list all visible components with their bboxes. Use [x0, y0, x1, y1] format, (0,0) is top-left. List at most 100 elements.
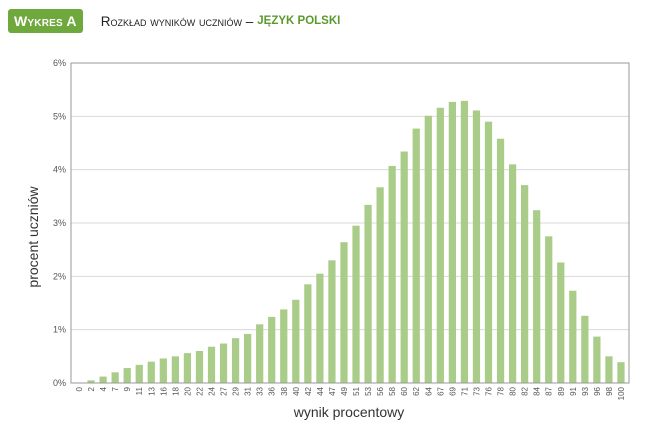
bar — [376, 187, 384, 383]
bar — [352, 225, 360, 383]
x-tick-label: 58 — [388, 386, 397, 395]
bars — [75, 100, 625, 384]
x-tick-label: 82 — [521, 386, 530, 395]
y-tick-label: 6% — [53, 58, 66, 68]
bar — [412, 128, 420, 383]
bar — [569, 290, 577, 383]
x-tick-label: 87 — [545, 386, 554, 395]
bar — [135, 364, 143, 383]
y-tick-label: 2% — [53, 271, 66, 281]
bar — [99, 376, 107, 383]
x-tick-label: 84 — [533, 386, 542, 395]
y-tick-label: 4% — [53, 165, 66, 175]
bar — [508, 164, 517, 383]
bar — [545, 236, 553, 383]
x-tick-label: 22 — [195, 386, 204, 395]
x-tick-label: 36 — [268, 386, 277, 395]
bar — [364, 204, 372, 383]
bar — [219, 343, 228, 383]
x-tick-label: 33 — [256, 386, 265, 395]
bar — [605, 356, 613, 383]
x-tick-label: 56 — [376, 386, 385, 395]
x-tick-label: 24 — [208, 386, 217, 395]
bar — [460, 100, 469, 383]
x-tick-label: 13 — [147, 386, 156, 395]
x-tick-label: 64 — [424, 386, 433, 395]
bar — [268, 316, 276, 383]
x-tick-label: 89 — [557, 386, 566, 395]
x-tick-label: 44 — [316, 386, 325, 395]
bar — [207, 346, 216, 383]
x-tick-label: 9 — [123, 386, 132, 391]
x-tick-label: 47 — [328, 386, 337, 395]
x-tick-label: 31 — [244, 386, 253, 395]
bar — [244, 333, 252, 383]
bar — [581, 315, 589, 383]
bar — [388, 165, 396, 383]
x-tick-label: 69 — [448, 386, 457, 395]
x-tick-label: 100 — [617, 386, 626, 400]
bar — [111, 372, 119, 383]
bar — [448, 101, 456, 383]
bar — [340, 242, 348, 383]
x-tick-label: 67 — [436, 386, 445, 395]
bar — [533, 210, 541, 383]
bar — [496, 138, 505, 383]
x-tick-label: 40 — [292, 386, 301, 395]
bar — [231, 338, 240, 383]
x-tick-label: 11 — [135, 386, 144, 395]
bar — [123, 368, 131, 383]
bar — [183, 353, 192, 383]
chart-title: Rozkład wyników uczniów – — [100, 13, 254, 29]
bar — [328, 260, 336, 383]
x-tick-label: 29 — [232, 386, 241, 395]
x-tick-label: 7 — [111, 386, 120, 391]
y-tick-label: 5% — [53, 111, 66, 121]
x-tick-label: 27 — [220, 386, 229, 395]
x-tick-label: 42 — [304, 386, 313, 395]
bar — [159, 358, 167, 383]
bar — [424, 115, 432, 384]
x-tick-label: 38 — [280, 386, 289, 395]
bar — [400, 151, 408, 383]
bar — [521, 185, 529, 383]
x-tick-label: 73 — [472, 386, 481, 395]
x-tick-label: 16 — [159, 386, 168, 395]
plot-frame — [70, 62, 630, 384]
bar — [87, 380, 95, 383]
x-tick-label: 98 — [605, 386, 614, 395]
x-tick-label: 2 — [87, 386, 96, 391]
chart-badge: Wykres A — [8, 9, 83, 33]
bar — [256, 324, 264, 383]
x-tick-label: 71 — [460, 386, 469, 395]
bar — [593, 336, 601, 383]
y-tick-label: 1% — [53, 325, 66, 335]
bar — [617, 362, 625, 383]
bar — [171, 356, 179, 383]
x-tick-label: 20 — [183, 386, 192, 395]
bar — [436, 107, 444, 384]
bar — [484, 121, 493, 384]
x-tick-labels: 0 2 4 7 9 11 13 16 18 20 22 24 27 29 31 33 36 38 40 42 44 47 4… — [75, 386, 626, 400]
x-tick-label: 80 — [509, 386, 518, 395]
x-tick-label: 93 — [581, 386, 590, 395]
x-tick-label: 49 — [340, 386, 349, 395]
x-tick-label: 96 — [593, 386, 602, 395]
bar — [195, 351, 204, 383]
x-tick-label: 76 — [485, 386, 494, 395]
x-tick-label: 0 — [75, 386, 84, 391]
y-axis-label: procent uczniów — [25, 186, 41, 288]
bar — [147, 361, 155, 383]
bar — [472, 110, 481, 383]
x-tick-label: 51 — [352, 386, 361, 395]
x-tick-label: 78 — [497, 386, 506, 395]
bar — [316, 273, 324, 383]
y-tick-labels: 0% 1% 2% 3% 4% 5% 6% — [53, 58, 66, 388]
bar — [304, 284, 312, 383]
bar — [280, 309, 288, 383]
bar — [292, 299, 300, 383]
x-tick-label: 4 — [99, 386, 108, 391]
x-axis-label: wynik procentowy — [293, 404, 405, 420]
chart-subtitle: JĘZYK POLSKI — [257, 15, 341, 27]
